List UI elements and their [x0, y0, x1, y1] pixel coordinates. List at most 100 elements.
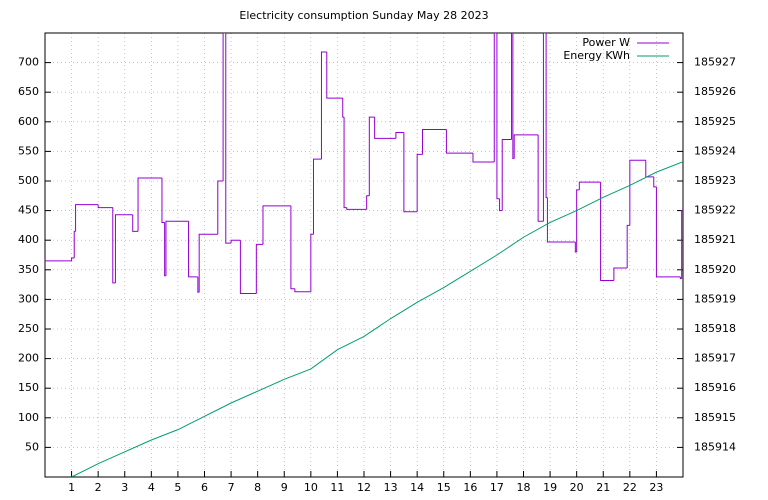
- y-tick-label: 350: [18, 263, 39, 276]
- power-step: [73, 230, 76, 258]
- power-step: [326, 51, 343, 99]
- power-step: [421, 128, 447, 155]
- y-tick-label: 300: [18, 292, 39, 305]
- y2-tick-label: 185925: [694, 115, 736, 128]
- power-step: [496, 33, 500, 200]
- power-step: [629, 159, 646, 226]
- chart-title: Electricity consumption Sunday May 28 20…: [239, 9, 488, 22]
- power-step: [255, 243, 263, 294]
- power-step: [645, 160, 654, 178]
- x-tick-label: 18: [517, 481, 531, 494]
- y2-tick-label: 185922: [694, 204, 736, 217]
- y2-tick-label: 185916: [694, 381, 736, 394]
- y-tick-label: 500: [18, 174, 39, 187]
- power-step: [294, 288, 311, 293]
- power-step: [114, 214, 133, 283]
- y-tick-label: 250: [18, 322, 39, 335]
- power-step: [262, 205, 291, 245]
- power-step: [132, 214, 139, 232]
- power-step: [346, 207, 367, 210]
- power-step: [230, 239, 241, 244]
- power-step: [578, 181, 601, 190]
- power-step: [312, 158, 322, 235]
- legend-label: Power W: [582, 36, 630, 49]
- x-tick-label: 11: [330, 481, 344, 494]
- y2-tick-label: 185919: [694, 292, 736, 305]
- power-step: [71, 257, 75, 261]
- y2-tick-label: 185927: [694, 56, 736, 69]
- power-step: [501, 139, 512, 211]
- energy-line: [71, 161, 683, 477]
- power-step: [416, 153, 423, 212]
- y2-tick-label: 185921: [694, 233, 736, 246]
- power-step: [225, 33, 232, 244]
- y-tick-label: 550: [18, 144, 39, 157]
- y2-tick-label: 185914: [694, 440, 736, 453]
- power-step: [137, 177, 162, 232]
- x-tick-label: 21: [596, 481, 610, 494]
- power-step: [655, 186, 681, 278]
- power-step: [546, 197, 576, 243]
- y2-tick-label: 185915: [694, 411, 736, 424]
- x-tick-label: 15: [437, 481, 451, 494]
- power-step: [403, 132, 418, 213]
- power-step: [366, 195, 370, 210]
- power-step: [513, 134, 539, 159]
- power-step: [681, 210, 683, 279]
- x-tick-label: 17: [490, 481, 504, 494]
- power-step: [222, 33, 226, 181]
- power-step: [217, 180, 224, 235]
- power-step: [653, 176, 657, 188]
- power-step: [542, 33, 547, 222]
- power-step: [320, 51, 327, 160]
- x-tick-label: 1: [68, 481, 75, 494]
- power-step: [395, 131, 404, 139]
- x-tick-label: 6: [201, 481, 208, 494]
- power-step: [75, 204, 99, 232]
- power-step: [613, 267, 628, 281]
- x-tick-label: 5: [174, 481, 181, 494]
- power-step: [511, 33, 513, 140]
- x-tick-label: 4: [148, 481, 155, 494]
- power-step: [198, 233, 218, 293]
- y-tick-label: 700: [18, 56, 39, 69]
- power-step: [343, 117, 347, 209]
- x-tick-label: 7: [228, 481, 235, 494]
- x-tick-label: 13: [384, 481, 398, 494]
- x-tick-label: 23: [649, 481, 663, 494]
- y-tick-label: 50: [25, 440, 39, 453]
- x-tick-label: 9: [281, 481, 288, 494]
- x-tick-label: 3: [121, 481, 128, 494]
- power-step: [445, 129, 473, 154]
- x-tick-label: 2: [95, 481, 102, 494]
- power-step: [239, 240, 257, 294]
- x-tick-label: 10: [304, 481, 318, 494]
- power-step: [537, 134, 544, 222]
- power-step: [499, 198, 503, 212]
- legend-label: Energy KWh: [563, 49, 630, 62]
- plot-frame: [44, 32, 684, 478]
- x-tick-label: 22: [623, 481, 637, 494]
- power-step: [374, 117, 396, 139]
- power-step: [290, 205, 295, 290]
- power-step: [342, 98, 345, 118]
- power-step: [545, 33, 548, 199]
- power-step: [161, 178, 165, 223]
- y-tick-label: 400: [18, 233, 39, 246]
- y2-tick-label: 185923: [694, 174, 736, 187]
- x-tick-label: 19: [543, 481, 557, 494]
- y2-tick-label: 185924: [694, 144, 736, 157]
- power-step: [600, 182, 614, 281]
- y-tick-label: 150: [18, 381, 39, 394]
- y-tick-label: 200: [18, 352, 39, 365]
- x-tick-label: 20: [570, 481, 584, 494]
- y2-tick-label: 185926: [694, 85, 736, 98]
- x-tick-label: 14: [410, 481, 424, 494]
- power-step: [576, 189, 580, 253]
- power-step: [188, 221, 198, 278]
- power-step: [310, 233, 314, 292]
- y-tick-label: 650: [18, 85, 39, 98]
- y-tick-label: 450: [18, 204, 39, 217]
- y-tick-label: 600: [18, 115, 39, 128]
